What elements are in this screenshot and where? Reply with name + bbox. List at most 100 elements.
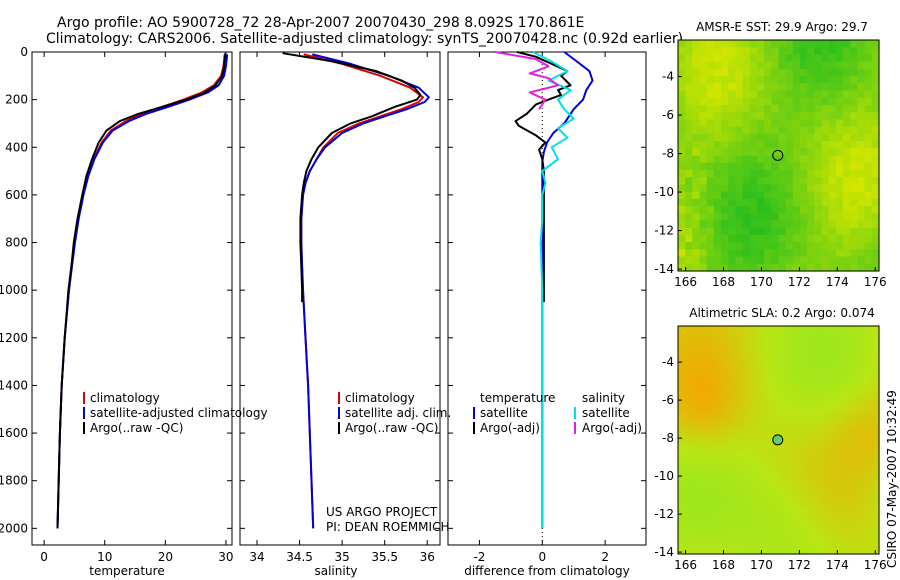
- map-cell: [678, 47, 686, 56]
- map-cell: [857, 256, 866, 265]
- map-cell: [823, 400, 830, 407]
- difference-panel-frame: [447, 51, 647, 546]
- map-cell: [738, 394, 744, 401]
- map-cell: [721, 148, 729, 157]
- temperature-xtick-label: 30: [218, 550, 233, 564]
- map-cell: [843, 61, 851, 70]
- map-cell: [723, 479, 729, 487]
- map-cell: [683, 371, 689, 378]
- map-cell: [749, 83, 758, 92]
- map-cell: [843, 462, 850, 470]
- map-cell: [763, 519, 770, 527]
- map-cell: [735, 47, 744, 56]
- map-cell: [748, 337, 754, 344]
- map-cell: [808, 331, 815, 338]
- map-cell: [850, 90, 859, 99]
- map-cell: [773, 531, 780, 538]
- map-cell: [821, 256, 830, 265]
- map-cell: [678, 90, 686, 99]
- map-cell: [838, 434, 845, 441]
- map-cell: [800, 40, 808, 48]
- map-cell: [721, 40, 729, 48]
- map-cell: [873, 508, 880, 515]
- map-cell: [733, 434, 739, 441]
- salinity-series-satellite-adj-clim-: [300, 53, 430, 529]
- map-cell: [807, 126, 815, 135]
- map-cell: [808, 451, 815, 458]
- map-cell: [798, 405, 805, 413]
- map-cell: [814, 177, 823, 185]
- map-cell: [768, 548, 775, 555]
- map-cell: [743, 348, 749, 356]
- map-cell: [698, 474, 704, 481]
- map-cell: [698, 531, 704, 538]
- map-cell: [828, 40, 837, 48]
- map-cell: [743, 354, 749, 361]
- map-cell: [756, 40, 765, 48]
- map-cell: [749, 227, 758, 236]
- map-cell: [753, 428, 760, 435]
- map-cell: [699, 119, 708, 128]
- map-cell: [807, 234, 815, 243]
- map-cell: [868, 365, 875, 373]
- map-cell: [678, 497, 684, 504]
- map-cell: [793, 525, 800, 532]
- map-cell: [783, 519, 790, 527]
- map-cell: [773, 468, 780, 475]
- map-cell: [698, 548, 704, 555]
- map-cell: [764, 133, 772, 142]
- map-cell: [764, 177, 772, 185]
- map-cell: [743, 502, 749, 509]
- map-cell: [848, 343, 855, 350]
- map-cell: [793, 491, 800, 498]
- map-cell: [778, 468, 785, 475]
- map-cell: [685, 198, 693, 207]
- map-cell: [698, 400, 704, 407]
- map-cell: [785, 90, 794, 99]
- sst-map: 166 168 170 172 174 176-4-6-8-10-12-14: [654, 40, 887, 289]
- map-cell: [838, 343, 845, 350]
- map-cell: [863, 474, 870, 481]
- map-cell: [713, 383, 719, 390]
- map-cell: [800, 256, 808, 265]
- map-cell: [728, 400, 734, 407]
- map-cell: [843, 371, 850, 378]
- map-cell: [742, 256, 751, 265]
- map-cell: [798, 337, 805, 344]
- map-cell: [735, 184, 744, 193]
- map-cell: [843, 394, 850, 401]
- map-cell: [692, 206, 701, 214]
- map-cell: [848, 531, 855, 538]
- map-cell: [818, 428, 825, 435]
- map-cell: [821, 220, 830, 229]
- map-cell: [721, 133, 729, 142]
- map-cell: [778, 377, 785, 384]
- map-cell: [833, 383, 840, 390]
- map-cell: [807, 47, 815, 56]
- map-cell: [821, 47, 830, 56]
- map-cell: [743, 485, 749, 492]
- map-cell: [764, 220, 772, 229]
- map-cell: [738, 400, 744, 407]
- map-cell: [771, 227, 780, 236]
- map-cell: [758, 440, 765, 447]
- map-cell: [693, 508, 699, 515]
- map-cell: [814, 169, 823, 178]
- map-cell: [821, 184, 830, 193]
- map-cell: [698, 485, 704, 492]
- map-cell: [813, 371, 820, 378]
- map-cell: [771, 141, 780, 149]
- map-cell: [713, 405, 719, 413]
- map-cell: [756, 155, 765, 164]
- map-cell: [793, 365, 800, 373]
- map-cell: [753, 474, 760, 481]
- map-cell: [813, 536, 820, 544]
- map-cell: [818, 508, 825, 515]
- map-cell: [850, 76, 859, 84]
- map-cell: [771, 126, 780, 135]
- map-cell: [692, 169, 701, 178]
- sla-map-frame: [677, 325, 880, 555]
- map-cell: [828, 411, 835, 418]
- map-cell: [833, 394, 840, 401]
- map-cell: [792, 47, 801, 56]
